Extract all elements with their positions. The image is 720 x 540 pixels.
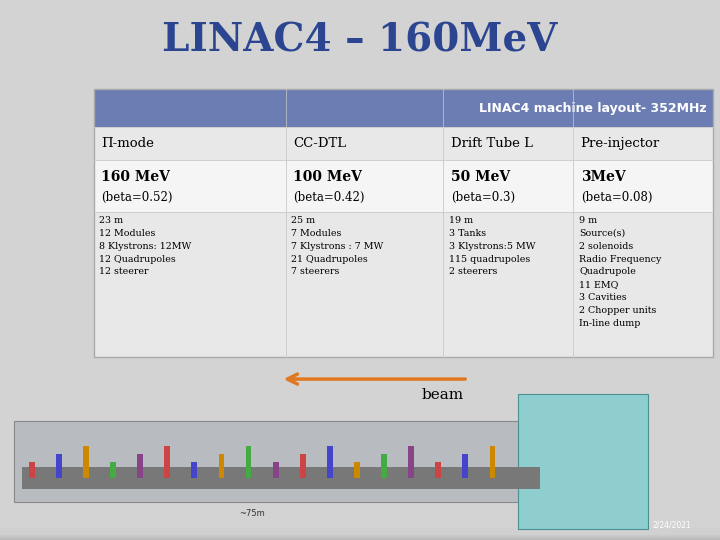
Bar [94, 160, 286, 212]
Text: 25 m
7 Modules
7 Klystrons : 7 MW
21 Quadrupoles
7 steerers: 25 m 7 Modules 7 Klystrons : 7 MW 21 Qua… [292, 216, 384, 276]
Bar [0, 533, 720, 539]
Bar [94, 212, 286, 357]
Bar [0, 529, 720, 535]
Bar [0, 534, 720, 539]
Bar [0, 533, 720, 539]
Text: beam: beam [422, 388, 464, 402]
Text: Drift Tube L: Drift Tube L [451, 137, 533, 150]
Bar [94, 127, 286, 160]
Bar [0, 531, 720, 537]
Bar [0, 530, 720, 536]
Bar [0, 532, 720, 538]
Bar [219, 454, 225, 478]
Text: 9 m
Source(s)
2 solenoids
Radio Frequency
Quadrupole
11 EMQ
3 Cavities
2 Chopper: 9 m Source(s) 2 solenoids Radio Frequenc… [579, 216, 662, 328]
Bar [0, 529, 720, 535]
Bar [286, 160, 444, 212]
Bar [574, 127, 713, 160]
Bar [444, 212, 574, 357]
Bar [286, 212, 444, 357]
Text: (beta=0.42): (beta=0.42) [293, 191, 364, 204]
Bar [0, 534, 720, 540]
Bar [0, 530, 720, 536]
Text: 3MeV: 3MeV [580, 170, 625, 184]
Bar [56, 454, 62, 478]
Bar [300, 454, 305, 478]
Bar [354, 462, 360, 478]
Bar [164, 446, 170, 478]
Bar [192, 462, 197, 478]
Bar [0, 531, 720, 537]
Bar [0, 528, 720, 534]
Bar [0, 530, 720, 536]
Text: (beta=0.08): (beta=0.08) [580, 191, 652, 204]
Bar [0, 529, 720, 535]
Text: (beta=0.3): (beta=0.3) [451, 191, 515, 204]
Bar [408, 446, 414, 478]
Bar [0, 529, 720, 535]
Bar [94, 89, 713, 357]
Bar [444, 127, 574, 160]
Text: (beta=0.52): (beta=0.52) [101, 191, 172, 204]
Bar [327, 446, 333, 478]
Text: LINAC4 machine layout- 352MHz: LINAC4 machine layout- 352MHz [480, 102, 707, 114]
Bar [94, 89, 713, 127]
Bar [0, 530, 720, 536]
Text: 160 MeV: 160 MeV [101, 170, 170, 184]
Bar [14, 421, 547, 502]
Text: CC-DTL: CC-DTL [293, 137, 346, 150]
Bar [462, 454, 468, 478]
Text: 23 m
12 Modules
8 Klystrons: 12MW
12 Quadrupoles
12 steerer: 23 m 12 Modules 8 Klystrons: 12MW 12 Qua… [99, 216, 192, 276]
Text: Pre-injector: Pre-injector [580, 137, 660, 150]
Text: 2/24/2021: 2/24/2021 [652, 520, 691, 529]
Bar [0, 531, 720, 537]
Bar [490, 446, 495, 478]
Bar [286, 127, 444, 160]
Bar [29, 462, 35, 478]
Bar [83, 446, 89, 478]
Bar [574, 160, 713, 212]
Bar [22, 467, 540, 489]
Bar [0, 530, 720, 536]
Bar [0, 531, 720, 537]
Bar [436, 462, 441, 478]
Bar [0, 533, 720, 539]
Bar [0, 534, 720, 540]
Bar [444, 160, 574, 212]
Bar [0, 532, 720, 538]
Bar [0, 531, 720, 537]
Bar [381, 454, 387, 478]
Bar [0, 532, 720, 538]
Bar [0, 529, 720, 535]
Bar [0, 532, 720, 538]
Text: 19 m
3 Tanks
3 Klystrons:5 MW
115 quadrupoles
2 steerers: 19 m 3 Tanks 3 Klystrons:5 MW 115 quadru… [449, 216, 536, 276]
Bar [0, 532, 720, 538]
Text: 100 MeV: 100 MeV [293, 170, 361, 184]
Text: Π-mode: Π-mode [101, 137, 153, 150]
Text: LINAC4 – 160MeV: LINAC4 – 160MeV [162, 22, 558, 59]
Bar [138, 454, 143, 478]
Text: 50 MeV: 50 MeV [451, 170, 510, 184]
Bar [0, 531, 720, 538]
Bar [246, 446, 251, 478]
Bar [518, 394, 648, 529]
Bar [0, 529, 720, 535]
Text: ~75m: ~75m [239, 509, 265, 518]
Bar [110, 462, 116, 478]
Bar [574, 212, 713, 357]
Bar [0, 534, 720, 539]
Bar [273, 462, 279, 478]
